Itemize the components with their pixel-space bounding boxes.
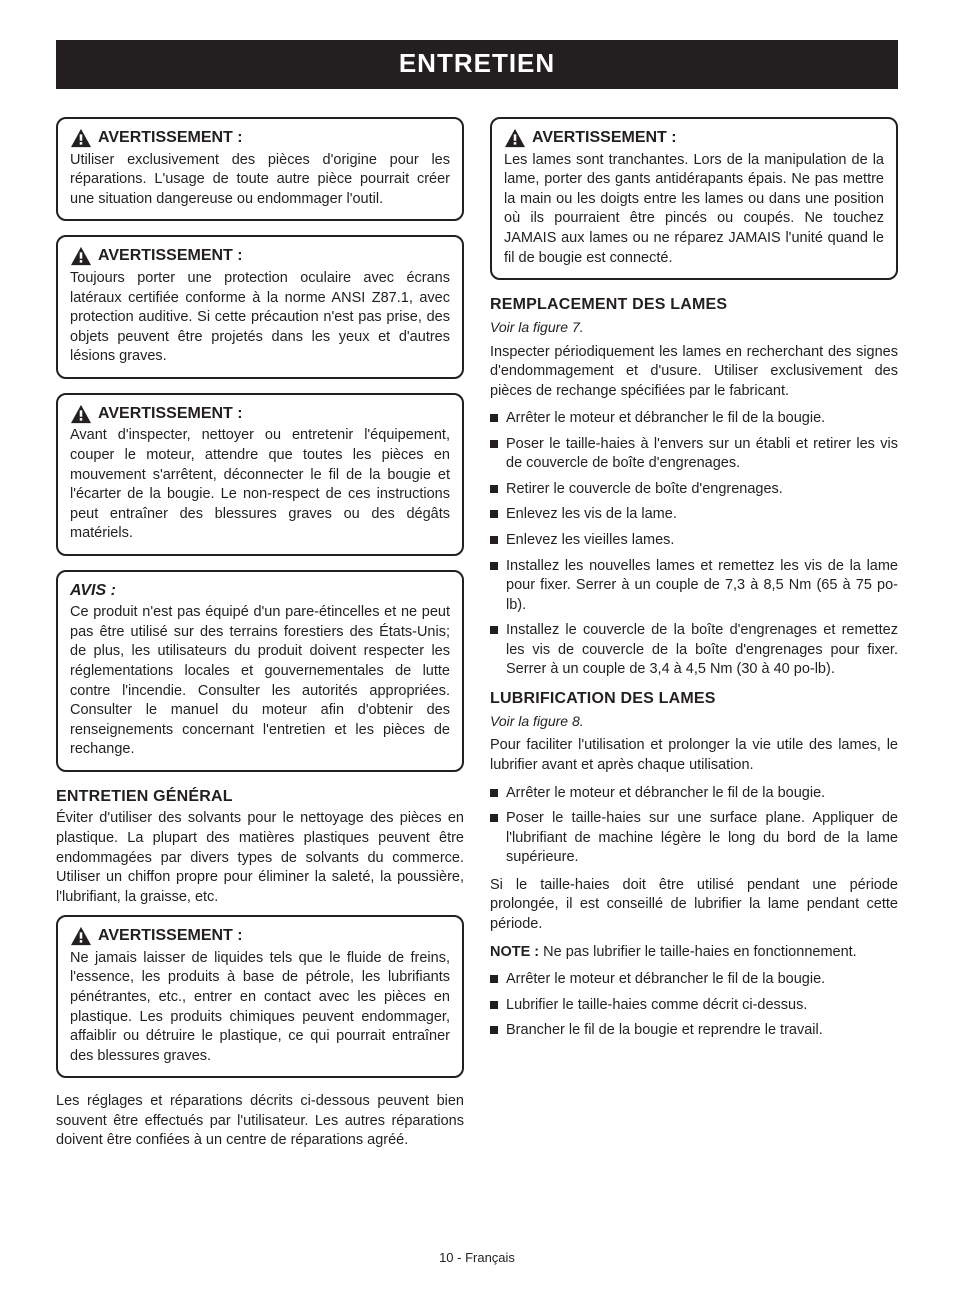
note-body: Ne pas lubrifier le taille-haies en fonc…	[543, 944, 857, 960]
warning-box-2: AVERTISSEMENT : Toujours porter une prot…	[56, 235, 464, 378]
notice-label: AVIS :	[70, 580, 450, 602]
list-item: Poser le taille-haies à l'envers sur un …	[490, 435, 898, 474]
notice-text: Ce produit n'est pas équipé d'un pare-ét…	[70, 603, 450, 760]
warning-label: AVERTISSEMENT :	[98, 925, 243, 947]
figure-ref-8: Voir la figure 8.	[490, 712, 898, 731]
list-item: Arrêter le moteur et débrancher le fil d…	[490, 970, 898, 990]
warning-heading: AVERTISSEMENT :	[70, 245, 450, 267]
warning-text: Ne jamais laisser de liquides tels que l…	[70, 949, 450, 1066]
notice-box: AVIS : Ce produit n'est pas équipé d'un …	[56, 570, 464, 772]
left-tail-paragraph: Les réglages et réparations décrits ci-d…	[56, 1092, 464, 1151]
note-line: NOTE : Ne pas lubrifier le taille-haies …	[490, 943, 898, 963]
lube-steps-list-b: Arrêter le moteur et débrancher le fil d…	[490, 970, 898, 1041]
section-title-general: ENTRETIEN GÉNÉRAL	[56, 786, 464, 808]
section-title-replace: REMPLACEMENT DES LAMES	[490, 294, 898, 316]
right-column: AVERTISSEMENT : Les lames sont tranchant…	[490, 117, 898, 1159]
warning-text: Les lames sont tranchantes. Lors de la m…	[504, 151, 884, 268]
page-title-banner: ENTRETIEN	[56, 40, 898, 89]
left-column: AVERTISSEMENT : Utiliser exclusivement d…	[56, 117, 464, 1159]
list-item: Brancher le fil de la bougie et reprendr…	[490, 1021, 898, 1041]
figure-ref-7: Voir la figure 7.	[490, 318, 898, 337]
warning-icon	[70, 926, 92, 946]
list-item: Lubrifier le taille-haies comme décrit c…	[490, 996, 898, 1016]
warning-text: Avant d'inspecter, nettoyer ou entreteni…	[70, 426, 450, 543]
warning-heading: AVERTISSEMENT :	[70, 127, 450, 149]
list-item: Poser le taille-haies sur une surface pl…	[490, 809, 898, 868]
section-body-replace: Inspecter périodiquement les lames en re…	[490, 343, 898, 402]
list-item: Installez le couvercle de la boîte d'eng…	[490, 621, 898, 680]
warning-icon	[70, 404, 92, 424]
warning-heading: AVERTISSEMENT :	[504, 127, 884, 149]
section-body-lube-2: Si le taille-haies doit être utilisé pen…	[490, 876, 898, 935]
list-item: Enlevez les vieilles lames.	[490, 531, 898, 551]
section-body-lube: Pour faciliter l'utilisation et prolonge…	[490, 736, 898, 775]
warning-heading: AVERTISSEMENT :	[70, 403, 450, 425]
list-item: Arrêter le moteur et débrancher le fil d…	[490, 409, 898, 429]
warning-icon	[70, 246, 92, 266]
list-item: Retirer le couvercle de boîte d'engrenag…	[490, 480, 898, 500]
replace-steps-list: Arrêter le moteur et débrancher le fil d…	[490, 409, 898, 680]
warning-label: AVERTISSEMENT :	[98, 403, 243, 425]
warning-heading: AVERTISSEMENT :	[70, 925, 450, 947]
warning-label: AVERTISSEMENT :	[532, 127, 677, 149]
warning-box-3: AVERTISSEMENT : Avant d'inspecter, netto…	[56, 393, 464, 556]
page-footer: 10 - Français	[56, 1249, 898, 1267]
list-item: Installez les nouvelles lames et remette…	[490, 557, 898, 616]
list-item: Enlevez les vis de la lame.	[490, 505, 898, 525]
warning-text: Utiliser exclusivement des pièces d'orig…	[70, 151, 450, 210]
warning-label: AVERTISSEMENT :	[98, 127, 243, 149]
section-body-general: Éviter d'utiliser des solvants pour le n…	[56, 809, 464, 907]
warning-icon	[70, 128, 92, 148]
lube-steps-list-a: Arrêter le moteur et débrancher le fil d…	[490, 784, 898, 868]
warning-icon	[504, 128, 526, 148]
two-column-layout: AVERTISSEMENT : Utiliser exclusivement d…	[56, 117, 898, 1159]
warning-box-4: AVERTISSEMENT : Ne jamais laisser de liq…	[56, 915, 464, 1078]
section-title-lube: LUBRIFICATION DES LAMES	[490, 688, 898, 710]
list-item: Arrêter le moteur et débrancher le fil d…	[490, 784, 898, 804]
warning-box-1: AVERTISSEMENT : Utiliser exclusivement d…	[56, 117, 464, 221]
warning-box-5: AVERTISSEMENT : Les lames sont tranchant…	[490, 117, 898, 280]
note-label: NOTE :	[490, 944, 543, 960]
warning-label: AVERTISSEMENT :	[98, 245, 243, 267]
warning-text: Toujours porter une protection oculaire …	[70, 269, 450, 367]
